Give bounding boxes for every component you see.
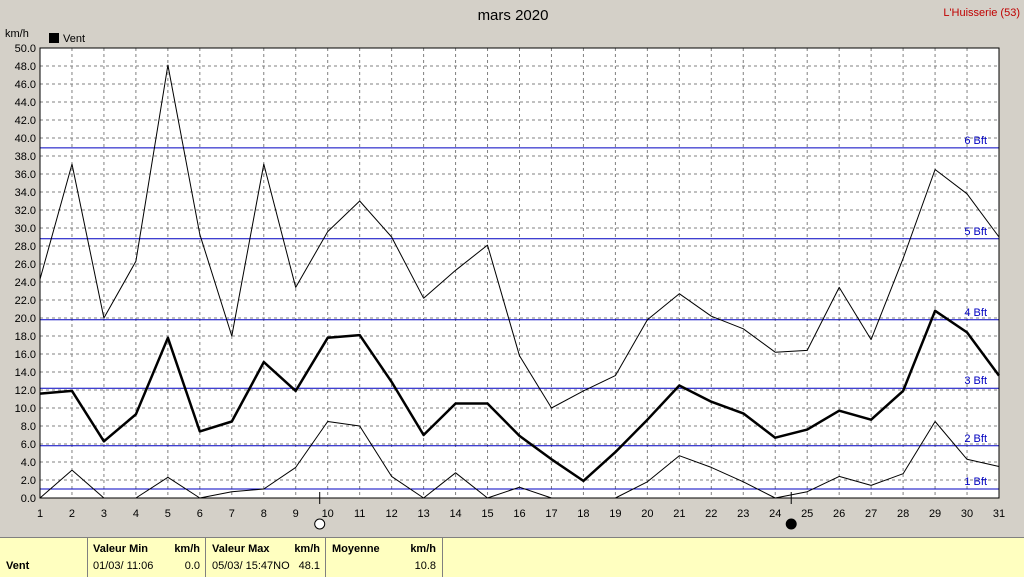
y-tick-label: 50.0 bbox=[15, 43, 36, 55]
max-unit: km/h bbox=[294, 543, 320, 555]
y-tick-label: 32.0 bbox=[15, 205, 36, 217]
y-tick-label: 28.0 bbox=[15, 241, 36, 253]
y-tick-label: 12.0 bbox=[15, 385, 36, 397]
x-tick-label: 21 bbox=[673, 508, 685, 520]
y-tick-label: 48.0 bbox=[15, 61, 36, 73]
x-tick-label: 26 bbox=[833, 508, 845, 520]
x-tick-label: 4 bbox=[133, 508, 139, 520]
x-tick-label: 12 bbox=[386, 508, 398, 520]
moon-full-icon bbox=[314, 518, 326, 530]
x-tick-label: 8 bbox=[261, 508, 267, 520]
wind-chart: 1 Bft 2 Bft 3 Bft 4 Bft 5 Bft 6 Bft 0.0 2.0 4.0… bbox=[5, 7, 1020, 530]
y-tick-label: 0.0 bbox=[21, 493, 36, 505]
x-tick-label: 27 bbox=[865, 508, 877, 520]
x-tick-label: 19 bbox=[609, 508, 621, 520]
x-tick-label: 13 bbox=[417, 508, 429, 520]
chart-title: mars 2020 bbox=[478, 7, 549, 24]
axes: 0.0 2.0 4.0 6.0 8.0 10.0 12.0 14.0 16.0 18.0 20.0 2… bbox=[15, 43, 1005, 530]
x-tick-label: 2 bbox=[69, 508, 75, 520]
series-max-line bbox=[39, 64, 1000, 409]
y-tick-label: 8.0 bbox=[21, 421, 36, 433]
x-tick-label: 25 bbox=[801, 508, 813, 520]
x-tick-label: 1 bbox=[37, 508, 43, 520]
y-tick-label: 10.0 bbox=[15, 403, 36, 415]
legend-label: Vent bbox=[63, 33, 85, 45]
beaufort-label: 6 Bft bbox=[964, 135, 987, 147]
y-unit-label: km/h bbox=[5, 28, 29, 40]
y-tick-label: 34.0 bbox=[15, 187, 36, 199]
x-tick-label: 5 bbox=[165, 508, 171, 520]
beaufort-label: 5 Bft bbox=[964, 226, 987, 238]
beaufort-label: 2 Bft bbox=[964, 433, 987, 445]
mean-value: 10.8 bbox=[414, 560, 436, 572]
x-tick-label: 20 bbox=[641, 508, 653, 520]
moon-new-icon bbox=[785, 518, 797, 530]
mean-header: Moyenne bbox=[332, 543, 380, 555]
max-header: Valeur Max bbox=[212, 543, 270, 555]
y-tick-label: 24.0 bbox=[15, 277, 36, 289]
mean-unit: km/h bbox=[410, 543, 436, 555]
x-tick-label: 30 bbox=[961, 508, 973, 520]
series-min-line bbox=[615, 421, 1000, 499]
beaufort-label: 4 Bft bbox=[964, 307, 987, 319]
y-tick-label: 6.0 bbox=[21, 439, 36, 451]
y-tick-label: 36.0 bbox=[15, 169, 36, 181]
x-tick-label: 22 bbox=[705, 508, 717, 520]
y-tick-label: 14.0 bbox=[15, 367, 36, 379]
min-value: 0.0 bbox=[184, 560, 200, 572]
y-tick-label: 20.0 bbox=[15, 313, 36, 325]
stats-footer: Vent Valeur Min km/h 01/03/ 11:06 0.0 Va… bbox=[0, 537, 1024, 577]
min-date: 01/03/ 11:06 bbox=[93, 560, 154, 572]
x-tick-label: 11 bbox=[354, 508, 365, 520]
x-tick-label: 16 bbox=[513, 508, 525, 520]
x-tick-label: 31 bbox=[993, 508, 1005, 520]
max-date: 05/03/ 15:47NO bbox=[212, 560, 290, 572]
plot-frame bbox=[39, 47, 1000, 499]
beaufort-label: 3 Bft bbox=[964, 375, 987, 387]
y-tick-label: 46.0 bbox=[15, 79, 36, 91]
y-tick-label: 18.0 bbox=[15, 331, 36, 343]
series-mean-line bbox=[39, 309, 1001, 483]
x-tick-label: 15 bbox=[481, 508, 493, 520]
y-tick-label: 4.0 bbox=[21, 457, 36, 469]
footer-row-label: Vent bbox=[6, 560, 30, 572]
x-tick-label: 7 bbox=[229, 508, 235, 520]
y-tick-label: 22.0 bbox=[15, 295, 36, 307]
min-cell: Valeur Min km/h 01/03/ 11:06 0.0 bbox=[87, 538, 206, 577]
x-tick-label: 3 bbox=[101, 508, 107, 520]
x-tick-label: 14 bbox=[449, 508, 461, 520]
station-name: L'Huisserie (53) bbox=[943, 7, 1020, 19]
x-tick-label: 10 bbox=[322, 508, 334, 520]
x-tick-label: 18 bbox=[577, 508, 589, 520]
y-tick-label: 2.0 bbox=[21, 475, 36, 487]
x-tick-label: 29 bbox=[929, 508, 941, 520]
grid bbox=[40, 48, 999, 498]
y-tick-label: 42.0 bbox=[15, 115, 36, 127]
max-cell: Valeur Max km/h 05/03/ 15:47NO 48.1 bbox=[205, 538, 326, 577]
beaufort-lines: 1 Bft 2 Bft 3 Bft 4 Bft 5 Bft 6 Bft bbox=[40, 135, 999, 490]
x-tick-label: 9 bbox=[293, 508, 299, 520]
y-tick-label: 26.0 bbox=[15, 259, 36, 271]
y-tick-label: 16.0 bbox=[15, 349, 36, 361]
y-tick-label: 30.0 bbox=[15, 223, 36, 235]
min-unit: km/h bbox=[174, 543, 200, 555]
legend-swatch bbox=[49, 33, 59, 43]
beaufort-label: 1 Bft bbox=[964, 476, 987, 488]
mean-cell: Moyenne km/h 10.8 bbox=[325, 538, 443, 577]
y-tick-label: 38.0 bbox=[15, 151, 36, 163]
x-tick-label: 17 bbox=[545, 508, 557, 520]
min-header: Valeur Min bbox=[93, 543, 149, 555]
y-tick-label: 44.0 bbox=[15, 97, 36, 109]
x-tick-label: 24 bbox=[769, 508, 781, 520]
x-tick-label: 28 bbox=[897, 508, 909, 520]
y-tick-label: 40.0 bbox=[15, 133, 36, 145]
max-value: 48.1 bbox=[298, 560, 320, 572]
x-tick-label: 23 bbox=[737, 508, 749, 520]
x-tick-label: 6 bbox=[197, 508, 203, 520]
